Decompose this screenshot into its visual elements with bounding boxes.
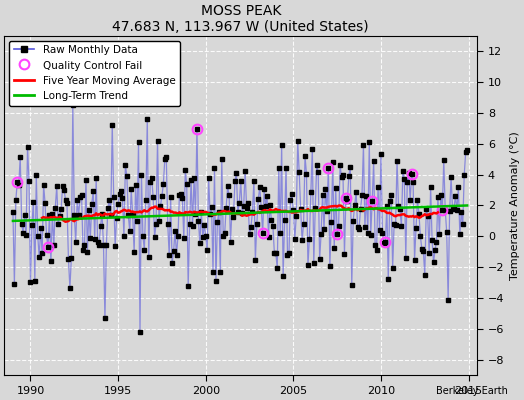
Title: MOSS PEAK
47.683 N, 113.967 W (United States): MOSS PEAK 47.683 N, 113.967 W (United St… [113, 4, 369, 34]
Text: Berkeley Earth: Berkeley Earth [436, 386, 508, 396]
Y-axis label: Temperature Anomaly (°C): Temperature Anomaly (°C) [510, 131, 520, 280]
Legend: Raw Monthly Data, Quality Control Fail, Five Year Moving Average, Long-Term Tren: Raw Monthly Data, Quality Control Fail, … [9, 41, 180, 106]
